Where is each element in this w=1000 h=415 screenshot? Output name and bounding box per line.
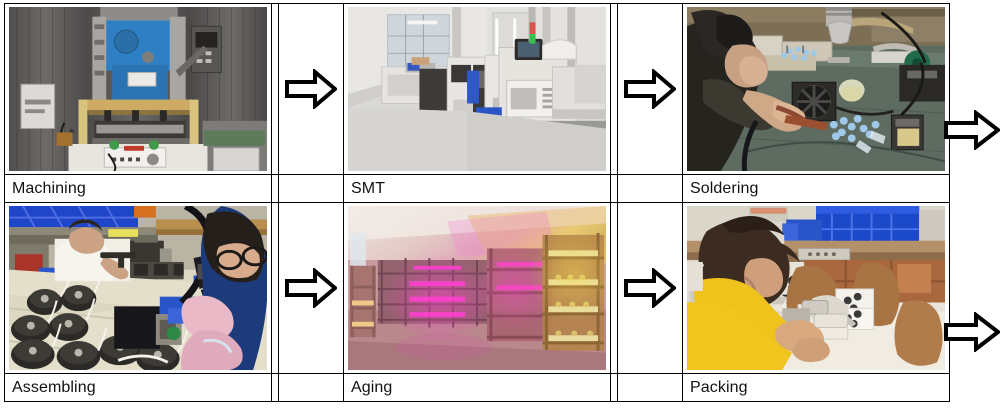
right-arrow-icon: [624, 69, 676, 109]
spacer-cell-4: [610, 202, 618, 374]
spacer-cell-3-label: [271, 373, 279, 402]
arrow-cell-1: [278, 3, 344, 175]
table-row-labels-bottom: Assembling Aging Packing: [4, 373, 950, 402]
process-image-cell-machining: [4, 3, 272, 175]
right-arrow-icon: [285, 268, 337, 308]
step-label: Soldering: [690, 180, 759, 197]
photo-soldering: [687, 7, 945, 171]
arrow-cell-4-label: [617, 373, 683, 402]
process-image-cell-packing: [682, 202, 950, 374]
table-row-images-bottom: [4, 202, 950, 374]
arrow-container: [618, 203, 682, 373]
photo-machining: [9, 7, 267, 171]
photo-aging: [348, 206, 606, 370]
arrow-cell-1-label: [278, 174, 344, 203]
image-frame: [683, 203, 949, 373]
spacer-cell-3: [271, 202, 279, 374]
label-cell-machining: Machining: [4, 174, 272, 203]
spacer-cell-2-label: [610, 174, 618, 203]
table-row-images-top: [4, 3, 950, 175]
table-row-labels-top: Machining SMT Soldering: [4, 174, 950, 203]
photo-assembling: [9, 206, 267, 370]
image-frame: [344, 4, 610, 174]
label-cell-packing: Packing: [682, 373, 950, 402]
arrow-cell-2: [617, 3, 683, 175]
spacer-cell-2: [610, 3, 618, 175]
arrow-cell-3: [278, 202, 344, 374]
photo-smt: [348, 7, 606, 171]
label-cell-smt: SMT: [343, 174, 611, 203]
right-arrow-icon-row2-end: [944, 312, 1000, 352]
step-label: Assembling: [12, 379, 96, 396]
step-label: Machining: [12, 180, 86, 197]
process-image-cell-assembling: [4, 202, 272, 374]
process-image-cell-aging: [343, 202, 611, 374]
spacer-cell-1-label: [271, 174, 279, 203]
arrow-container: [279, 203, 343, 373]
step-label: SMT: [351, 180, 386, 197]
arrow-cell-3-label: [278, 373, 344, 402]
arrow-container: [279, 4, 343, 174]
spacer-cell-1: [271, 3, 279, 175]
process-image-cell-smt: [343, 3, 611, 175]
right-arrow-icon: [285, 69, 337, 109]
right-arrow-icon: [624, 268, 676, 308]
image-frame: [344, 203, 610, 373]
arrow-container: [618, 4, 682, 174]
image-frame: [5, 4, 271, 174]
label-cell-soldering: Soldering: [682, 174, 950, 203]
step-label: Packing: [690, 379, 748, 396]
photo-packing: [687, 206, 945, 370]
label-cell-aging: Aging: [343, 373, 611, 402]
arrow-cell-2-label: [617, 174, 683, 203]
arrow-cell-4: [617, 202, 683, 374]
image-frame: [683, 4, 949, 174]
process-image-cell-soldering: [682, 3, 950, 175]
right-arrow-icon-row1-end: [944, 110, 1000, 150]
label-cell-assembling: Assembling: [4, 373, 272, 402]
process-flow-table: Machining SMT Soldering: [4, 3, 950, 402]
spacer-cell-4-label: [610, 373, 618, 402]
image-frame: [5, 203, 271, 373]
step-label: Aging: [351, 379, 393, 396]
